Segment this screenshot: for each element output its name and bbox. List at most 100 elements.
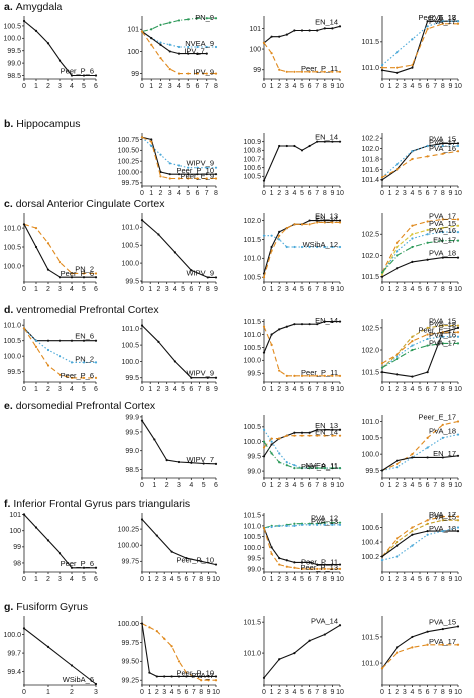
chart-panel: 0 1 2 3 4 5 6 7 8 9 10101.5102.0102.5PVA_15PVA_18P… [361, 317, 462, 393]
x-tick-label: 9 [330, 83, 334, 90]
x-tick-label: 2 [159, 83, 163, 90]
y-tick-label: 102.0 [361, 146, 379, 153]
x-tick-label: 5 [418, 386, 422, 393]
data-point [202, 462, 205, 465]
x-tick-label: 8 [441, 576, 445, 583]
x-tick-label: 2 [395, 83, 399, 90]
data-point [58, 59, 62, 62]
data-point [441, 256, 444, 259]
x-tick-label: 0 [262, 689, 266, 696]
data-point [159, 41, 162, 44]
x-tick-label: 5 [418, 576, 422, 583]
data-point [426, 519, 429, 522]
x-tick-label: 3 [165, 286, 169, 293]
series-label: WSibA_12 [303, 240, 338, 249]
data-point [396, 373, 399, 376]
data-point [396, 555, 399, 558]
series-line [381, 257, 458, 278]
x-tick-label: 4 [292, 286, 296, 293]
y-tick-label: 100.0 [121, 261, 139, 268]
data-point [441, 335, 444, 338]
series-line [141, 31, 216, 48]
series-label: WIPV_9 [186, 369, 214, 378]
x-tick-label: 7 [198, 386, 202, 393]
x-tick-label: 9 [448, 83, 452, 90]
series-line [141, 219, 216, 278]
y-tick-label: 101.5 [243, 319, 261, 326]
data-point [441, 20, 444, 23]
data-point [300, 374, 304, 377]
x-tick-label: 2 [155, 689, 159, 696]
data-point [308, 434, 311, 437]
y-tick-label: 101 [9, 512, 21, 519]
x-tick-label: 6 [308, 576, 312, 583]
data-point [426, 522, 429, 525]
section-letter: g. [4, 601, 16, 613]
x-tick-label: 1 [148, 286, 152, 293]
x-tick-label: 2 [165, 482, 169, 489]
data-point [308, 467, 311, 470]
x-tick-label: 3 [285, 482, 289, 489]
data-point [22, 513, 26, 516]
data-point [396, 51, 399, 54]
x-tick-label: 6 [308, 286, 312, 293]
data-point [396, 544, 399, 547]
series-label: Peer_P_13 [300, 563, 338, 572]
data-point [411, 456, 414, 459]
y-tick-label: 101.0 [121, 326, 139, 333]
data-point [278, 238, 281, 241]
series-label: PVA_15 [429, 512, 456, 521]
data-point [456, 433, 460, 436]
x-tick-label: 0 [22, 576, 26, 583]
data-point [380, 176, 384, 179]
data-point [278, 563, 281, 566]
data-point [441, 436, 444, 439]
x-tick-label: 3 [285, 83, 289, 90]
x-tick-label: 2 [277, 576, 281, 583]
data-point [46, 268, 50, 271]
data-point [308, 223, 311, 226]
data-point [278, 461, 281, 464]
data-point [150, 43, 153, 46]
data-point [323, 428, 326, 431]
data-point [159, 153, 162, 156]
data-point [22, 19, 26, 23]
y-tick-label: 100.00 [118, 169, 140, 176]
x-tick-label: 4 [173, 286, 177, 293]
data-point [323, 245, 326, 249]
x-tick-label: 0 [262, 83, 266, 90]
section-title: f. Inferior Frontal Gyrus pars triangula… [4, 498, 190, 510]
x-tick-label: 1 [34, 286, 38, 293]
x-tick-label: 2 [277, 190, 281, 197]
x-tick-label: 0 [140, 386, 144, 393]
x-tick-label: 0 [140, 83, 144, 90]
data-point [205, 45, 208, 49]
data-point [411, 635, 414, 639]
data-point [293, 651, 296, 655]
data-point [308, 567, 311, 570]
data-point [262, 526, 266, 530]
data-point [155, 630, 158, 633]
series-label: WSibA_6 [63, 675, 94, 684]
x-tick-label: 1 [149, 190, 153, 197]
data-point [396, 245, 399, 249]
section-title-text: Fusiform Gyrus [16, 601, 88, 613]
series-line [381, 516, 458, 557]
data-point [300, 567, 304, 570]
series-label: EN_17 [433, 236, 456, 245]
y-tick-label: 101.5 [361, 634, 379, 641]
data-point [441, 226, 444, 229]
x-tick-label: 2 [277, 689, 281, 696]
series-line [263, 25, 341, 44]
chart-panel: 0 1 2 3 4 5 6 7 8 9 10 99 100 101 EN_14 Peer_P_11 [249, 16, 344, 90]
data-point [94, 339, 98, 342]
data-point [293, 374, 296, 377]
data-point [196, 45, 199, 49]
x-tick-label: 1 [388, 83, 392, 90]
data-point [441, 331, 444, 334]
data-point [22, 223, 26, 226]
data-point [170, 675, 173, 678]
series-label: Peer_P_6 [61, 67, 94, 76]
series-label: PN_2 [75, 354, 94, 363]
data-point [456, 142, 460, 145]
